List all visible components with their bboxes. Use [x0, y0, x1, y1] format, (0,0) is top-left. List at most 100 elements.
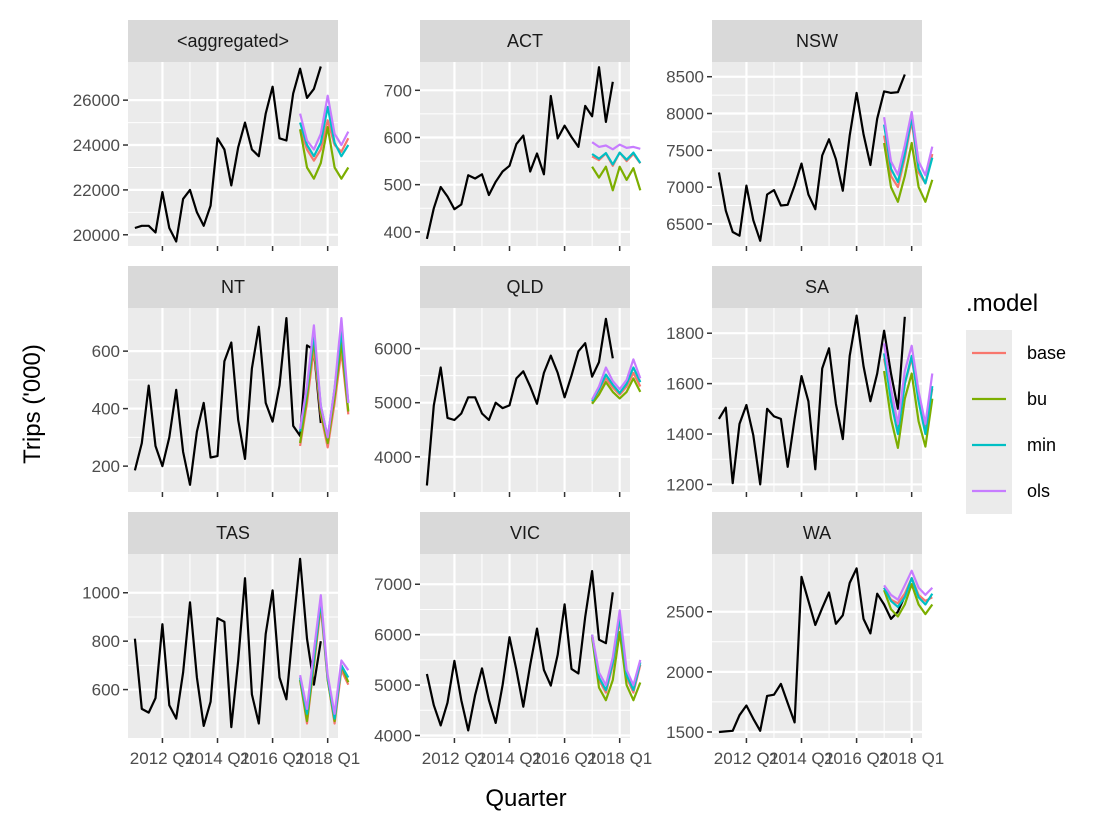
y-tick-label: 8000: [666, 105, 704, 124]
y-tick-label: 4000: [374, 448, 412, 467]
forecast-line-ols: [299, 317, 350, 439]
facet-panel: SA 1200 1400 1600 1800: [666, 266, 934, 497]
y-tick-label: 800: [92, 632, 120, 651]
forecast-line-min: [883, 576, 934, 609]
facet-title: ACT: [507, 31, 543, 51]
y-tick-label: 7000: [666, 178, 704, 197]
facet-title: TAS: [216, 523, 250, 543]
forecast-line-ols: [883, 343, 934, 425]
facet-strip: [420, 20, 630, 62]
x-tick-label: 2018 Q1: [295, 749, 360, 768]
history-line: [718, 567, 906, 734]
facet-panel: <aggregated> 20000 22000 24000 26000: [73, 20, 350, 251]
history-line: [425, 317, 614, 486]
history-line: [133, 317, 322, 486]
x-tick-label: 2012 Q1: [130, 749, 195, 768]
legend-label: bu: [1027, 389, 1047, 409]
facet-title: QLD: [506, 277, 543, 297]
x-tick-label: 2014 Q1: [185, 749, 250, 768]
y-tick-label: 700: [384, 81, 412, 100]
facet-strip: [712, 266, 922, 308]
facet-title: WA: [803, 523, 831, 543]
x-tick-label: 2012 Q1: [422, 749, 487, 768]
forecast-line-bu: [883, 141, 934, 203]
y-tick-label: 22000: [73, 181, 120, 200]
facet-title: NSW: [796, 31, 838, 51]
history-line: [425, 569, 614, 732]
panel-background: [420, 308, 630, 492]
forecast-line-ols: [299, 594, 350, 715]
history-line: [425, 66, 614, 240]
legend-label: ols: [1027, 481, 1050, 501]
forecast-line-min: [883, 116, 934, 185]
y-tick-label: 1800: [666, 324, 704, 343]
y-tick-label: 1500: [666, 723, 704, 742]
y-axis-title: Trips ('000): [19, 344, 46, 464]
panel-background: [128, 62, 338, 246]
y-tick-label: 1600: [666, 375, 704, 394]
facet-panel: NSW 6500 7000 7500 8000 8500: [666, 20, 934, 251]
facet-strip: [712, 20, 922, 62]
facet-strip: [712, 512, 922, 554]
x-tick-label: 2016 Q1: [824, 749, 889, 768]
history-line: [134, 66, 322, 243]
forecast-line-ols: [591, 141, 641, 151]
x-tick-label: 2018 Q1: [879, 749, 944, 768]
x-axis-title: Quarter: [485, 785, 566, 812]
history-line: [717, 74, 906, 242]
y-tick-label: 7000: [374, 575, 412, 594]
facet-strip: [128, 512, 338, 554]
facet-title: SA: [805, 277, 829, 297]
forecast-line-bu: [591, 630, 642, 702]
facet-title: NT: [221, 277, 245, 297]
y-tick-label: 6500: [666, 215, 704, 234]
y-tick-label: 5000: [374, 676, 412, 695]
legend-label: min: [1027, 435, 1056, 455]
forecast-line-base: [299, 119, 350, 162]
facet-panels: <aggregated> 20000 22000 24000 26000 ACT 400 50…: [73, 20, 944, 768]
y-tick-label: 1400: [666, 425, 704, 444]
legend-title: .model: [966, 290, 1038, 317]
forecast-line-bu: [591, 165, 642, 192]
facet-strip: [128, 266, 338, 308]
forecast-line-bu: [883, 370, 934, 449]
y-tick-label: 600: [384, 128, 412, 147]
facet-title: <aggregated>: [177, 31, 289, 51]
y-tick-label: 600: [92, 342, 120, 361]
facet-panel: ACT 400 500 600 700: [384, 20, 642, 251]
forecast-line-bu: [883, 582, 934, 618]
y-tick-label: 2500: [666, 603, 704, 622]
x-tick-label: 2014 Q1: [477, 749, 542, 768]
y-tick-label: 6000: [374, 340, 412, 359]
y-tick-label: 4000: [374, 726, 412, 745]
y-tick-label: 500: [384, 176, 412, 195]
history-line: [717, 314, 906, 486]
facet-panel: NT 200 400 600: [92, 266, 350, 497]
legend-items: base bu min ols: [972, 343, 1066, 501]
y-tick-label: 600: [92, 681, 120, 700]
y-tick-label: 200: [92, 457, 120, 476]
legend-key-background: [966, 330, 1012, 514]
y-tick-label: 20000: [73, 226, 120, 245]
forecast-line-bu: [591, 377, 642, 405]
x-tick-label: 2014 Q1: [769, 749, 834, 768]
facet-strip: [128, 20, 338, 62]
forecast-line-bu: [299, 125, 350, 180]
history-line: [133, 557, 322, 729]
legend-label: base: [1027, 343, 1066, 363]
y-tick-label: 8500: [666, 68, 704, 87]
forecast-line-ols: [299, 94, 350, 151]
facet-strip: [420, 266, 630, 308]
y-tick-label: 400: [384, 223, 412, 242]
forecast-line-min: [883, 353, 934, 436]
y-tick-label: 1200: [666, 475, 704, 494]
x-tick-label: 2018 Q1: [587, 749, 652, 768]
forecast-line-ols: [591, 609, 642, 687]
x-tick-label: 2012 Q1: [714, 749, 779, 768]
y-tick-label: 6000: [374, 626, 412, 645]
legend: .model base bu min ols: [966, 290, 1066, 514]
